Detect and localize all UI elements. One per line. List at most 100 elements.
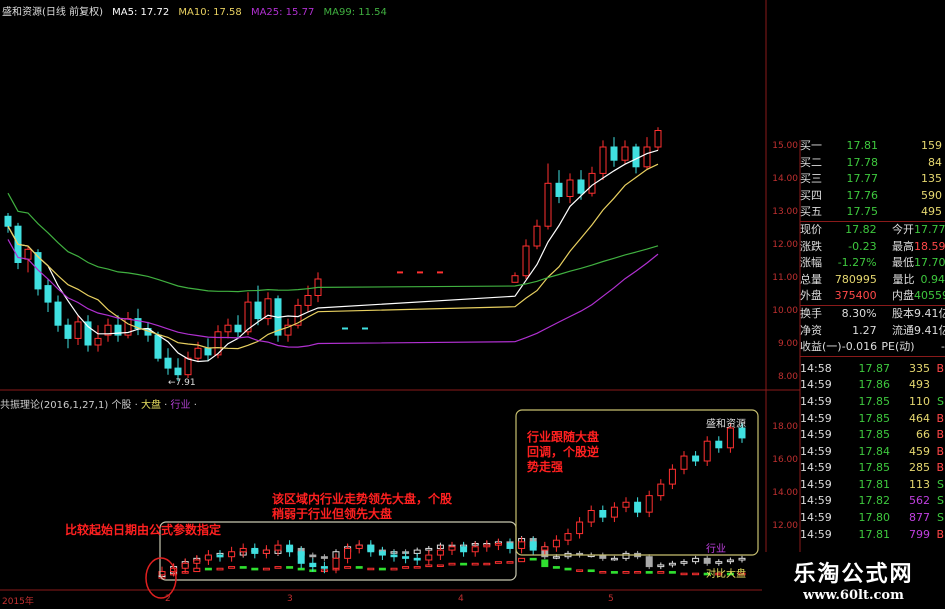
market-bar <box>355 566 363 569</box>
bid-price: 17.75 <box>846 205 879 219</box>
stock-candle <box>541 546 549 551</box>
trade-row: 14:59 17.85 110 S <box>800 394 945 411</box>
industry-candle <box>703 557 711 564</box>
candle <box>511 275 519 283</box>
stock-candle <box>518 541 526 549</box>
candle <box>24 248 32 260</box>
market-bar <box>286 566 294 569</box>
note-right: 行业跟随大盘回调，个股逆势走强 <box>527 430 600 474</box>
stock-candle <box>251 547 259 554</box>
stock-candle <box>158 571 166 576</box>
candle <box>114 324 122 336</box>
label-market: 对比大盘 <box>706 569 746 580</box>
market-bar <box>494 561 502 564</box>
candle <box>64 324 72 339</box>
trade-volume: 66 <box>916 428 930 442</box>
candle <box>84 321 92 346</box>
stock-candle <box>320 566 328 569</box>
stock-candle <box>715 440 723 449</box>
stock-candle <box>309 562 317 568</box>
market-bar <box>436 564 444 567</box>
stat-value: 18.59 <box>914 239 945 253</box>
stat-label: 最低 <box>892 256 914 270</box>
stat-row: 换手 8.30% 股本 9.41亿 <box>800 304 945 323</box>
trade-time: 14:59 <box>800 378 832 392</box>
trade-row: 14:59 17.82 562 S <box>800 493 945 510</box>
trade-time: 14:59 <box>800 527 832 541</box>
trade-time: 14:59 <box>800 411 832 425</box>
candle <box>224 324 232 333</box>
time-axis-label: 4 <box>458 594 464 604</box>
bid-label: 买三 <box>800 172 822 186</box>
stat-label: 收益(一) <box>800 340 842 354</box>
stock-candle <box>344 547 352 559</box>
industry-candle <box>622 552 630 559</box>
candle <box>34 252 42 290</box>
market-bar <box>193 567 201 573</box>
stock-candle <box>436 549 444 556</box>
industry-candle <box>657 564 665 568</box>
time-axis-label: 5 <box>608 594 614 604</box>
market-bar <box>251 567 259 571</box>
market-bar <box>587 569 595 573</box>
watermark-name: 乐淘公式网 <box>793 562 914 587</box>
trade-volume: 877 <box>909 511 930 525</box>
trade-volume: 493 <box>909 378 930 392</box>
stat-label: 换手 <box>800 306 822 320</box>
candle <box>566 179 574 197</box>
ma5-label: MA5: 17.72 <box>112 7 170 18</box>
price-axis-label: 8.00 <box>777 372 798 382</box>
indicator-axis-label: 16.00 <box>772 455 798 465</box>
time-axis-label: 3 <box>287 594 293 604</box>
market-bar <box>378 567 386 571</box>
trade-price: 17.85 <box>858 394 891 408</box>
trade-side: B <box>936 461 944 475</box>
trade-row: 14:59 17.84 459 B <box>800 444 945 461</box>
stat-label: 内盘 <box>892 289 914 303</box>
candle <box>304 295 312 306</box>
trade-price: 17.86 <box>858 378 891 392</box>
candle <box>284 324 292 336</box>
candle <box>632 146 640 168</box>
candle <box>533 225 541 247</box>
trade-time: 14:59 <box>800 444 832 458</box>
stock-candle <box>216 554 224 558</box>
stat-label: 流通 <box>892 323 914 337</box>
candle <box>104 324 112 336</box>
stat-value: 1.27 <box>852 323 877 337</box>
candle <box>264 298 272 320</box>
market-bar <box>529 557 537 561</box>
trade-volume: 799 <box>909 527 930 541</box>
trade-side: B <box>936 428 944 442</box>
ma25-line <box>7 239 659 348</box>
stock-candle <box>680 455 688 470</box>
candle <box>610 146 618 161</box>
market-bar <box>483 562 491 566</box>
market-bar <box>680 572 688 576</box>
chart-header: 盛和资源(日线 前复权) MA5: 17.72 MA10: 17.58 MA25… <box>2 3 393 18</box>
market-bar <box>402 566 410 569</box>
candle <box>599 146 607 174</box>
stat-label: 涨跌 <box>800 239 822 253</box>
stock-candle <box>378 551 386 556</box>
stock-candle <box>610 506 618 518</box>
stat-value: -0.016 <box>841 340 878 354</box>
stock-title: 盛和资源(日线 前复权) <box>2 7 103 18</box>
trade-row: 14:59 17.85 464 B <box>800 411 945 428</box>
candle <box>74 321 82 339</box>
stat-value: - <box>941 340 945 354</box>
bid-label: 买四 <box>800 188 822 202</box>
market-bar <box>715 572 723 576</box>
legend-market: 大盘 <box>140 400 161 411</box>
market-bar <box>367 567 375 571</box>
ma10-label: MA10: 17.58 <box>178 7 242 18</box>
candle <box>184 357 192 376</box>
trade-row: 14:59 17.81 799 B <box>800 527 945 544</box>
price-axis-label: 12.00 <box>772 240 798 250</box>
stock-candle <box>355 544 363 549</box>
trade-time: 14:59 <box>800 461 832 475</box>
candle <box>214 331 222 356</box>
trade-volume: 285 <box>909 461 930 475</box>
market-bar <box>425 564 433 568</box>
